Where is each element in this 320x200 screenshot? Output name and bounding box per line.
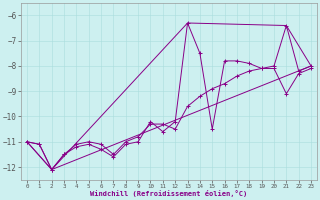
X-axis label: Windchill (Refroidissement éolien,°C): Windchill (Refroidissement éolien,°C)	[90, 190, 248, 197]
